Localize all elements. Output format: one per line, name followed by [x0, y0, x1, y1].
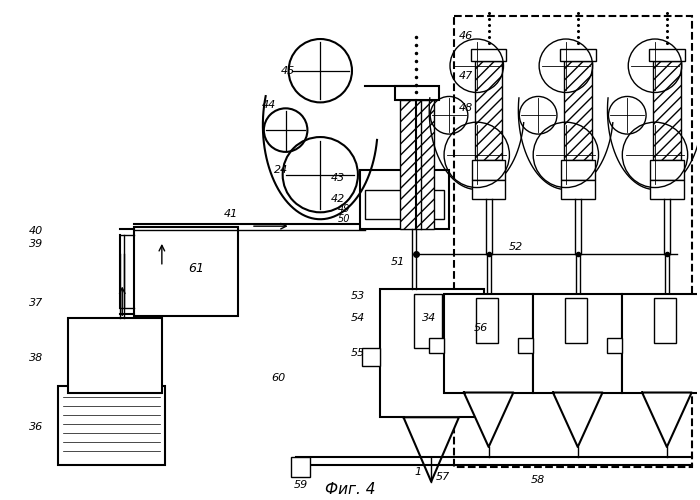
Text: 52: 52 [508, 242, 523, 252]
Text: 48: 48 [459, 104, 473, 114]
Bar [290, 457, 310, 476]
Text: 46: 46 [459, 31, 473, 41]
Bar [414, 294, 442, 348]
Text: 36: 36 [29, 422, 43, 432]
Text: 39: 39 [29, 239, 43, 249]
Text: 44: 44 [262, 100, 276, 110]
Text: 1: 1 [414, 466, 421, 476]
Text: 41: 41 [224, 210, 238, 220]
Bar [649, 49, 685, 61]
Text: 34: 34 [422, 314, 436, 324]
Bar [454, 16, 692, 467]
Bar [58, 386, 164, 465]
Bar [654, 298, 676, 343]
Text: 38: 38 [29, 353, 43, 363]
Bar [134, 227, 238, 316]
Bar [360, 170, 449, 229]
Text: 54: 54 [351, 314, 365, 324]
Bar [471, 49, 507, 61]
Text: 24: 24 [274, 164, 288, 174]
Bar [622, 294, 700, 392]
Text: 53: 53 [351, 292, 365, 302]
Bar [429, 338, 444, 353]
Text: 40: 40 [29, 226, 43, 236]
Bar [475, 61, 503, 160]
Text: 45: 45 [281, 66, 295, 76]
Bar [650, 180, 684, 200]
Bar [472, 160, 505, 180]
Text: 43: 43 [331, 172, 345, 182]
Text: 49: 49 [337, 204, 350, 214]
Bar [400, 100, 434, 229]
Bar [379, 288, 484, 418]
Text: 61: 61 [188, 262, 204, 275]
Bar [608, 338, 622, 353]
Bar [653, 61, 680, 160]
Text: 57: 57 [436, 472, 450, 482]
Bar [518, 338, 533, 353]
Bar [362, 348, 379, 366]
Text: 56: 56 [474, 323, 488, 333]
Bar [650, 160, 684, 180]
Bar [561, 160, 594, 180]
Bar [444, 294, 533, 392]
Text: 58: 58 [531, 474, 545, 484]
Text: Фиг. 4: Фиг. 4 [325, 482, 375, 497]
Polygon shape [403, 418, 459, 482]
Text: 60: 60 [272, 372, 286, 382]
Text: 42: 42 [331, 194, 345, 204]
Bar [395, 86, 439, 100]
Text: 37: 37 [29, 298, 43, 308]
Bar [365, 190, 444, 219]
Polygon shape [642, 392, 692, 447]
Bar [476, 298, 498, 343]
Bar [68, 318, 162, 392]
Text: 47: 47 [459, 70, 473, 81]
Text: 51: 51 [391, 257, 405, 267]
Bar [533, 294, 622, 392]
Text: 59: 59 [293, 480, 307, 490]
Bar [565, 298, 587, 343]
Bar [472, 180, 505, 200]
Polygon shape [464, 392, 513, 447]
Text: 50: 50 [337, 214, 350, 224]
Bar [564, 61, 592, 160]
Bar [560, 49, 596, 61]
Polygon shape [553, 392, 603, 447]
Text: 55: 55 [351, 348, 365, 358]
Bar [561, 180, 594, 200]
